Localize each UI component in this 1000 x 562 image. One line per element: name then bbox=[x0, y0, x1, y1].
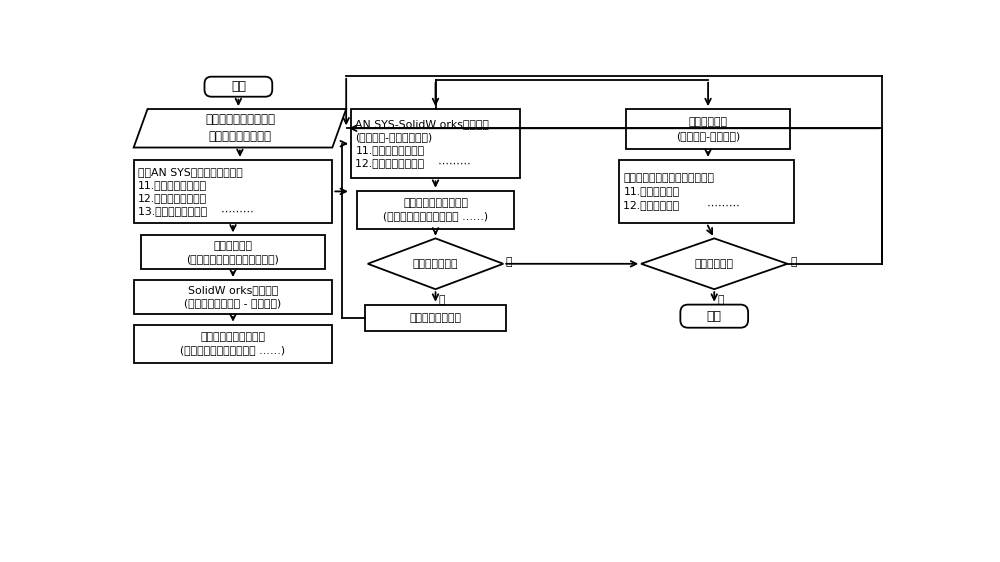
Text: 搝建AN SYS结构拓扑优化环境
11.结构设计域前处理
12.优化目标函数设定
13.尺寸工艺参数设定    ⋯⋯⋯: 搝建AN SYS结构拓扑优化环境 11.结构设计域前处理 12.优化目标函数设定… bbox=[138, 166, 254, 216]
Bar bbox=[351, 109, 520, 178]
Polygon shape bbox=[134, 109, 346, 147]
Bar bbox=[134, 325, 332, 363]
Text: 否: 否 bbox=[439, 294, 445, 305]
Bar bbox=[626, 109, 790, 149]
Text: AN SYS-SolidW orks联合仿真
(关键部件-形状尺寸优化)
11.草图尺寸变量设定
12.特征尺寸变量设定    ⋯⋯⋯: AN SYS-SolidW orks联合仿真 (关键部件-形状尺寸优化) 11.… bbox=[355, 119, 489, 169]
Text: 否: 否 bbox=[790, 257, 797, 268]
Polygon shape bbox=[641, 238, 787, 289]
Bar bbox=[134, 160, 332, 223]
Text: 是: 是 bbox=[506, 257, 512, 268]
Bar bbox=[619, 160, 794, 223]
Text: 可靠性要求？: 可靠性要求？ bbox=[695, 259, 734, 269]
Text: 创建缩比模型
(工程简化-冗余处理): 创建缩比模型 (工程简化-冗余处理) bbox=[676, 117, 740, 140]
Text: 开始: 开始 bbox=[231, 80, 246, 93]
FancyBboxPatch shape bbox=[205, 76, 272, 97]
Bar bbox=[134, 280, 332, 314]
Bar bbox=[357, 191, 514, 229]
Text: 搝建物理实验平台（工程验证）
11.载荷加压装置
12.形变测量装置        ⋯⋯⋯: 搝建物理实验平台（工程验证） 11.载荷加压装置 12.形变测量装置 ⋯⋯⋯ bbox=[623, 173, 740, 210]
Text: 创建结构的优化设计域
设定环境载荷与约束: 创建结构的优化设计域 设定环境载荷与约束 bbox=[205, 114, 275, 143]
Text: 力学仿真分析（校核）
(结构的应力、应变、形变 ……): 力学仿真分析（校核） (结构的应力、应变、形变 ……) bbox=[180, 332, 286, 356]
Bar bbox=[141, 235, 325, 269]
Polygon shape bbox=[368, 238, 503, 289]
Bar bbox=[365, 305, 506, 331]
Text: 结束: 结束 bbox=[707, 310, 722, 323]
FancyBboxPatch shape bbox=[680, 305, 748, 328]
Text: 是: 是 bbox=[717, 294, 724, 305]
Text: 力学仿真分析（校核）
(结构的应力、应变、形变 ……): 力学仿真分析（校核） (结构的应力、应变、形变 ……) bbox=[383, 198, 488, 221]
Text: SolidW orks三维建模
(拓扑设计域的边界 - 线性拟合): SolidW orks三维建模 (拓扑设计域的边界 - 线性拟合) bbox=[184, 285, 282, 309]
Text: 更新优化尺寸变量: 更新优化尺寸变量 bbox=[410, 312, 462, 323]
Text: 力学性能要求？: 力学性能要求？ bbox=[413, 259, 458, 269]
Text: 结构拓扑优化
(获得结构设计域的主传力路径): 结构拓扑优化 (获得结构设计域的主传力路径) bbox=[187, 241, 279, 264]
